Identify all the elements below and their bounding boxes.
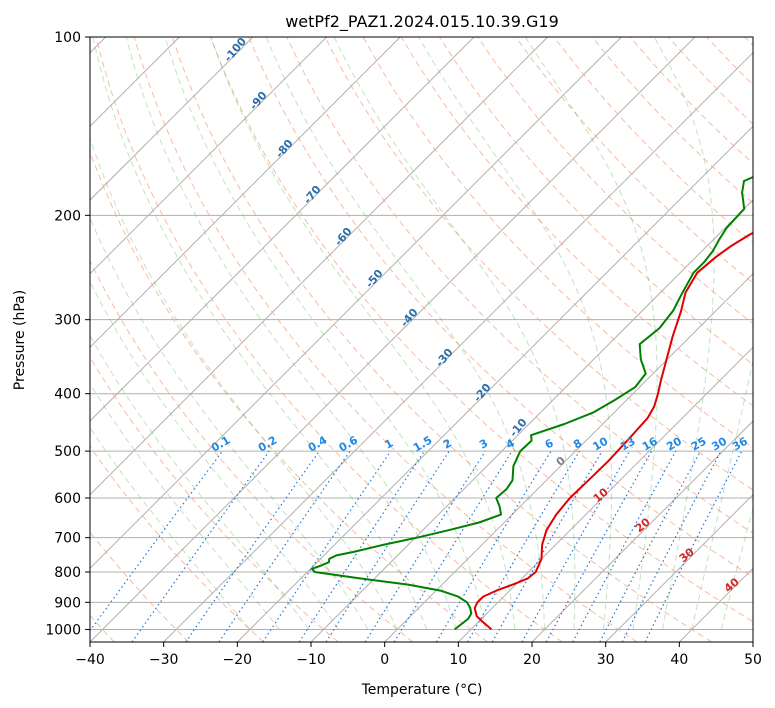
mixing-ratio-line: [599, 450, 702, 642]
moist-adiabat-line: [691, 358, 753, 630]
moist-adiabat-line: [90, 216, 369, 630]
dry-adiabat-line: [210, 37, 753, 623]
temperature-profile-line: [473, 231, 753, 631]
y-axis-label: Pressure (hPa): [12, 290, 28, 390]
pressure-gridlines: [90, 37, 753, 630]
x-tick-label: 30: [597, 652, 615, 668]
profile-series: [311, 175, 753, 631]
dry-adiabat-line: [286, 37, 753, 534]
x-tick-label: −20: [223, 652, 253, 668]
plot-frame: [89, 36, 754, 643]
moist-adiabat-line: [210, 37, 516, 630]
x-axis-ticks: −40 −30 −20 −10 0 10 20 30 40 50: [75, 642, 762, 668]
moist-adiabat-line: [720, 506, 753, 630]
isotherm-line: [90, 37, 549, 496]
x-tick-label: 0: [380, 652, 389, 668]
x-tick-label: −40: [75, 652, 105, 668]
plot-area: 0.1 0.2 0.4 0.6 1 1.5 2 3 4 6 8 10 13 16 20 25 30 36-100-…: [90, 37, 753, 642]
mixing-ratio-line: [435, 450, 552, 642]
mixing-ratio-line: [218, 450, 351, 642]
mixing-ratio-line: [185, 450, 320, 642]
x-tick-label: 50: [744, 652, 762, 668]
x-tick-label: −30: [149, 652, 179, 668]
isotherm-line: [457, 346, 753, 642]
moist-adiabat-line: [125, 37, 457, 630]
dry-adiabat-line: [515, 37, 753, 284]
isotherm-line: [531, 420, 753, 642]
isotherm-line: [90, 37, 401, 349]
y-tick-label: 900: [54, 595, 81, 611]
dry-adiabat-line: [90, 445, 264, 642]
moist-adiabat-line: [90, 426, 251, 630]
dry-adiabat-line: [171, 37, 712, 642]
moist-adiabat-line: [265, 37, 546, 630]
moist-adiabat-line: [90, 280, 339, 630]
x-tick-label: 20: [523, 652, 541, 668]
isotherm-line: [236, 125, 753, 642]
y-tick-label: 200: [54, 208, 81, 224]
dry-adiabat-line: [324, 37, 753, 491]
x-tick-label: 10: [449, 652, 467, 668]
isotherm-line: [90, 37, 622, 570]
isotherm-line: [90, 37, 254, 201]
mixing-ratio-line: [298, 450, 425, 642]
y-tick-label: 700: [54, 531, 81, 547]
y-tick-label: 300: [54, 313, 81, 329]
moist-adiabat-line: [90, 136, 398, 630]
dry-adiabat-line: [133, 37, 638, 642]
moist-adiabat-line: [653, 37, 715, 630]
chart-title: wetPf2_PAZ1.2024.015.10.39.G19: [285, 12, 559, 32]
y-tick-label: 600: [54, 491, 81, 507]
y-tick-label: 100: [54, 30, 81, 46]
dry-adiabat-line: [248, 37, 753, 578]
isotherm-line: [90, 37, 696, 642]
moist-adiabat-line: [333, 37, 576, 630]
moist-adiabat-line: [90, 334, 310, 630]
moist-adiabat-line: [92, 37, 428, 630]
skewed-isotherms: [90, 37, 753, 642]
y-tick-label: 800: [54, 565, 81, 581]
y-tick-label: 400: [54, 387, 81, 403]
isotherm-line: [90, 37, 328, 275]
y-tick-label: 1000: [45, 622, 81, 638]
moist-adiabat-line: [524, 37, 658, 630]
moist-adiabat-line: [418, 37, 613, 630]
mixing-ratio-lines: [90, 450, 743, 642]
mixing-ratio-line: [325, 450, 450, 642]
isotherm-line: [384, 272, 753, 642]
mixing-ratio-line: [364, 450, 486, 642]
mixing-ratio-line: [393, 450, 513, 642]
moist-adiabat-line: [164, 37, 487, 630]
moist-adiabats: [90, 37, 753, 630]
dewpoint-profile-line: [311, 175, 753, 631]
isotherm-line: [605, 493, 753, 642]
mixing-ratio-line: [466, 450, 580, 642]
x-tick-label: 40: [670, 652, 688, 668]
dry-adiabat-line: [90, 259, 414, 642]
moist-adiabat-line: [90, 382, 280, 630]
x-tick-label: −10: [296, 652, 326, 668]
dry-adiabat-line: [95, 37, 563, 642]
isotherm-line: [90, 37, 475, 422]
x-axis-label: Temperature (°C): [361, 682, 483, 698]
y-tick-label: 500: [54, 444, 81, 460]
mixing-ratio-line: [572, 450, 677, 642]
y-axis-ticks: 100 200 300 400 500 600 700 800 900 1000: [45, 30, 90, 638]
mixing-ratio-line: [262, 450, 392, 642]
isotherm-line: [163, 51, 753, 642]
